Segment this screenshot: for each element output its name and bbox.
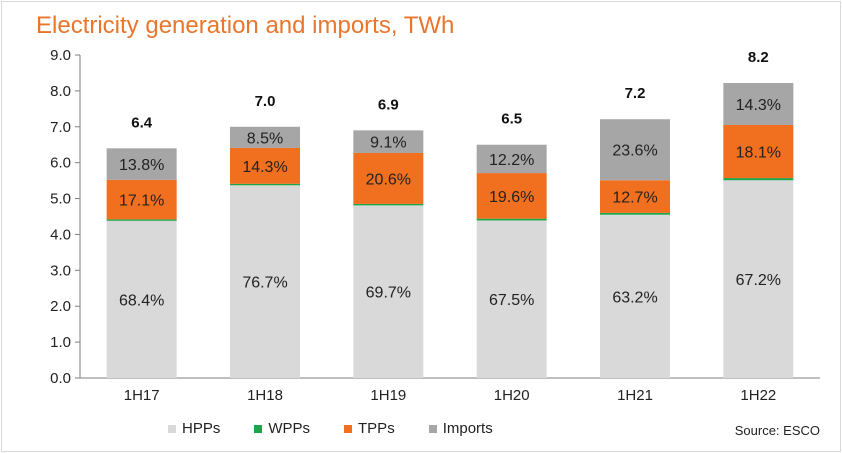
bar-segment-hpps xyxy=(230,185,300,378)
y-tick-label: 2.0 xyxy=(50,298,71,315)
bar-segment-tpps xyxy=(230,147,300,184)
x-tick-label: 1H21 xyxy=(617,387,653,404)
chart-title: Electricity generation and imports, TWh xyxy=(36,12,455,39)
bar-segment-wpps xyxy=(600,212,670,215)
y-tick-label: 7.0 xyxy=(50,119,71,136)
x-tick-label: 1H19 xyxy=(370,387,406,404)
bar-segment-tpps xyxy=(353,152,424,204)
bar-total-label: 7.0 xyxy=(255,93,276,110)
bar-segment-imports xyxy=(723,82,794,125)
data-label: 17.1% xyxy=(119,193,164,210)
x-tick-label: 1H20 xyxy=(494,387,530,404)
legend-swatch-tpps xyxy=(344,424,353,433)
legend-swatch-imports xyxy=(428,424,437,433)
bar-total-label: 7.2 xyxy=(625,85,646,102)
data-label: 18.1% xyxy=(736,145,781,162)
data-label: 8.5% xyxy=(247,130,283,147)
y-tick-label: 9.0 xyxy=(50,47,71,64)
data-label: 14.3% xyxy=(242,159,287,176)
bar-total-label: 6.5 xyxy=(501,111,522,128)
bar-segment-imports xyxy=(106,148,177,180)
data-label: 68.4% xyxy=(119,292,164,309)
y-tick-label: 6.0 xyxy=(50,155,71,172)
data-label: 19.6% xyxy=(489,189,534,206)
bar-segment-tpps xyxy=(106,179,177,220)
data-label: 12.7% xyxy=(612,190,657,207)
bar-segment-wpps xyxy=(230,183,300,186)
legend: HPPs WPPs TPPs Imports xyxy=(168,420,493,437)
bar-segment-wpps xyxy=(476,218,547,221)
legend-label-imports: Imports xyxy=(442,420,493,437)
legend-item-imports: Imports xyxy=(428,420,493,437)
bar-segment-tpps xyxy=(476,173,547,219)
data-label: 9.1% xyxy=(370,135,406,152)
x-tick-label: 1H22 xyxy=(740,387,776,404)
y-tick-label: 8.0 xyxy=(50,83,71,100)
source-note: Source: ESCO xyxy=(734,423,820,438)
y-tick-label: 3.0 xyxy=(50,262,71,279)
legend-swatch-hpps xyxy=(168,424,176,433)
data-label: 20.6% xyxy=(366,171,411,188)
legend-label-wpps: WPPs xyxy=(268,420,311,437)
bar-segment-hpps xyxy=(106,220,177,378)
data-label: 63.2% xyxy=(612,289,657,306)
bar-segment-tpps xyxy=(723,124,794,179)
data-label: 12.2% xyxy=(489,152,534,169)
data-label: 67.2% xyxy=(736,272,781,289)
bar-segment-imports xyxy=(600,119,670,181)
bar-total-label: 6.4 xyxy=(131,114,153,131)
legend-item-hpps: HPPs xyxy=(168,420,220,437)
bar-segment-hpps xyxy=(723,180,794,378)
data-label: 23.6% xyxy=(612,143,657,160)
bar-segment-hpps xyxy=(353,205,424,378)
legend-label-hpps: HPPs xyxy=(182,420,221,437)
bar-segment-hpps xyxy=(600,214,670,378)
bar-segment-imports xyxy=(476,144,547,174)
bar-total-label: 8.2 xyxy=(748,49,769,66)
y-tick-label: 1.0 xyxy=(50,334,71,351)
bar-segment-imports xyxy=(353,130,424,153)
data-label: 14.3% xyxy=(736,97,781,114)
bar-segment-wpps xyxy=(723,178,794,181)
data-label: 76.7% xyxy=(242,275,287,292)
bar-segment-hpps xyxy=(476,220,547,378)
data-label: 69.7% xyxy=(366,285,411,302)
bar-segment-wpps xyxy=(106,219,177,221)
bar-segment-tpps xyxy=(600,180,670,213)
legend-swatch-wpps xyxy=(254,424,263,433)
legend-item-wpps: WPPs xyxy=(254,420,310,437)
x-tick-label: 1H18 xyxy=(247,387,283,404)
y-tick-label: 0.0 xyxy=(50,370,71,387)
y-tick-label: 5.0 xyxy=(50,191,71,208)
x-tick-label: 1H17 xyxy=(124,387,160,404)
legend-item-tpps: TPPs xyxy=(344,420,395,437)
bar-total-label: 6.9 xyxy=(378,96,399,113)
bar-segment-wpps xyxy=(353,203,424,206)
legend-label-tpps: TPPs xyxy=(358,420,395,437)
y-tick-label: 4.0 xyxy=(50,226,71,243)
data-label: 13.8% xyxy=(119,157,164,174)
data-label: 67.5% xyxy=(489,292,534,309)
bar-segment-imports xyxy=(230,126,300,148)
